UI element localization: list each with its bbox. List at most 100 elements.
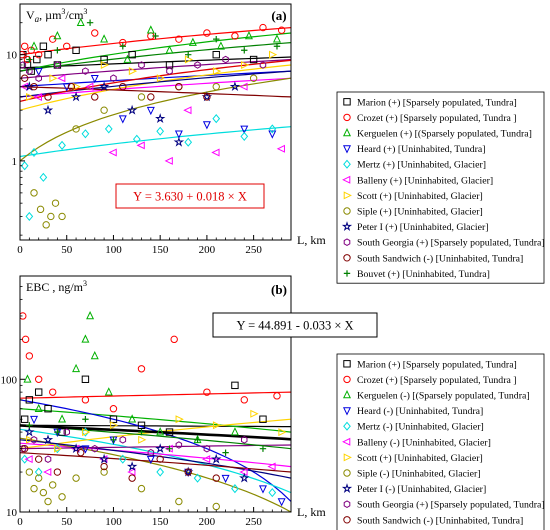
point-s4-4 bbox=[118, 454, 127, 464]
point-s3-7 bbox=[240, 125, 249, 134]
overall-fit-line bbox=[20, 59, 291, 103]
point-s7-2 bbox=[42, 221, 50, 229]
point-s10-3 bbox=[77, 448, 85, 457]
overall-fit-line bbox=[20, 424, 291, 441]
point-s2-4 bbox=[123, 54, 132, 63]
point-s3-6 bbox=[221, 474, 230, 484]
legend-label-1: Crozet (+) [Sparsely populated, Tundra ] bbox=[357, 375, 517, 386]
point-s6-6 bbox=[212, 421, 222, 430]
point-s4-7 bbox=[231, 484, 239, 494]
point-s3-4 bbox=[146, 106, 155, 116]
legend-label-7: Siple (-) [Uninhabited, Glacier] bbox=[357, 469, 481, 480]
point-s6-6 bbox=[184, 55, 194, 64]
point-s5-2 bbox=[57, 74, 66, 83]
equation-box bbox=[212, 312, 378, 338]
legend-label-3: Heard (-) [Uninhabited, Tundra] bbox=[357, 406, 483, 417]
point-s0-1 bbox=[23, 61, 32, 69]
legend-marker-2 bbox=[343, 390, 351, 399]
point-s9-7 bbox=[175, 441, 183, 449]
point-s4-6 bbox=[104, 124, 113, 134]
legend-marker-0 bbox=[343, 360, 351, 368]
point-s1-4 bbox=[49, 388, 57, 396]
point-s6-3 bbox=[100, 60, 110, 69]
legend-marker-8 bbox=[341, 221, 353, 232]
point-s3-7 bbox=[258, 485, 267, 494]
point-s1-6 bbox=[63, 42, 71, 50]
point-s8-6 bbox=[173, 136, 185, 147]
point-s1-3 bbox=[34, 375, 43, 383]
legend-marker-7 bbox=[343, 469, 351, 477]
point-s9-6 bbox=[138, 61, 145, 69]
y-axis-label-sup2: 3 bbox=[83, 7, 87, 16]
y-tick-label: 1 bbox=[12, 156, 18, 168]
point-s9-6 bbox=[147, 448, 155, 457]
point-s6-7 bbox=[212, 67, 222, 76]
point-s6-4 bbox=[138, 435, 147, 444]
fit-line-11 bbox=[20, 42, 291, 72]
point-s8-2 bbox=[70, 443, 82, 454]
point-s4-1 bbox=[25, 211, 34, 222]
x-tick-label: 100 bbox=[105, 516, 122, 528]
x-tick-label: 100 bbox=[105, 244, 122, 256]
legend-label-2: Kerguelen (+) [(Sparsely populated, Tund… bbox=[357, 129, 532, 140]
point-s11-6 bbox=[194, 436, 201, 443]
point-s11-3 bbox=[110, 436, 117, 443]
point-s0-9 bbox=[128, 50, 136, 59]
legend-marker-3 bbox=[343, 407, 351, 416]
point-s7-7 bbox=[72, 474, 80, 482]
point-s4-10 bbox=[212, 114, 221, 124]
point-s5-4 bbox=[108, 148, 117, 157]
point-s8-2 bbox=[70, 91, 82, 102]
point-s7-1 bbox=[30, 484, 38, 493]
legend-marker-10 bbox=[343, 254, 351, 262]
legend-label-5: Balleny (+) [Uninhabited, Glacier] bbox=[357, 175, 493, 186]
point-s3-0 bbox=[34, 67, 43, 77]
point-s7-4 bbox=[44, 497, 52, 506]
point-s10-5 bbox=[128, 474, 136, 482]
x-tick-label: 200 bbox=[199, 516, 216, 528]
point-s3-2 bbox=[90, 74, 99, 84]
point-s3-6 bbox=[202, 121, 211, 130]
point-s11-2 bbox=[86, 19, 94, 26]
point-s1-2 bbox=[25, 352, 34, 360]
point-s5-10 bbox=[276, 144, 285, 153]
point-s1-5 bbox=[81, 396, 90, 404]
point-s7-3 bbox=[47, 212, 55, 221]
point-s9-3 bbox=[54, 61, 61, 69]
point-s0-4 bbox=[39, 42, 48, 50]
point-s11-4 bbox=[152, 32, 159, 40]
point-s7-5 bbox=[49, 481, 57, 489]
point-s7-10 bbox=[175, 497, 183, 506]
point-s7-6 bbox=[72, 125, 80, 133]
point-s2-4 bbox=[81, 334, 90, 343]
legend-label-11: Bouvet (+) [Uninhabited, Tundra] bbox=[357, 269, 490, 280]
y-axis-label-main: V bbox=[26, 8, 35, 22]
y-axis-label-sup: 3 bbox=[83, 279, 87, 288]
point-s9-10 bbox=[259, 61, 267, 69]
point-s9-8 bbox=[194, 61, 201, 69]
point-s2-7 bbox=[104, 387, 113, 396]
point-s6-7 bbox=[250, 409, 259, 418]
point-s5-8 bbox=[211, 148, 220, 157]
data-points bbox=[20, 17, 286, 229]
legend-label-6: Scott (+) [Uninhabited, Glacier] bbox=[357, 453, 483, 464]
point-s6-8 bbox=[240, 60, 250, 69]
point-s10-1 bbox=[30, 82, 38, 91]
point-s10-3 bbox=[67, 82, 76, 91]
point-s2-8 bbox=[128, 414, 137, 423]
point-s3-2 bbox=[81, 445, 90, 454]
point-s2-5 bbox=[86, 311, 95, 320]
legend-marker-3 bbox=[343, 145, 351, 154]
point-s4-12 bbox=[268, 124, 277, 134]
point-s11-8 bbox=[273, 43, 281, 50]
legend-marker-8 bbox=[341, 483, 353, 494]
legend-label-1: Crozet (+) [Sparsely populated, Tundra ] bbox=[357, 113, 517, 124]
point-s6-8 bbox=[278, 428, 287, 437]
point-s6-1 bbox=[54, 444, 63, 453]
point-s2-2 bbox=[76, 17, 85, 27]
point-s6-1 bbox=[49, 74, 58, 83]
point-s4-1 bbox=[34, 467, 43, 477]
point-s2-11 bbox=[230, 427, 239, 436]
legend-marker-9 bbox=[343, 238, 351, 246]
x-tick-label: 200 bbox=[199, 244, 216, 256]
